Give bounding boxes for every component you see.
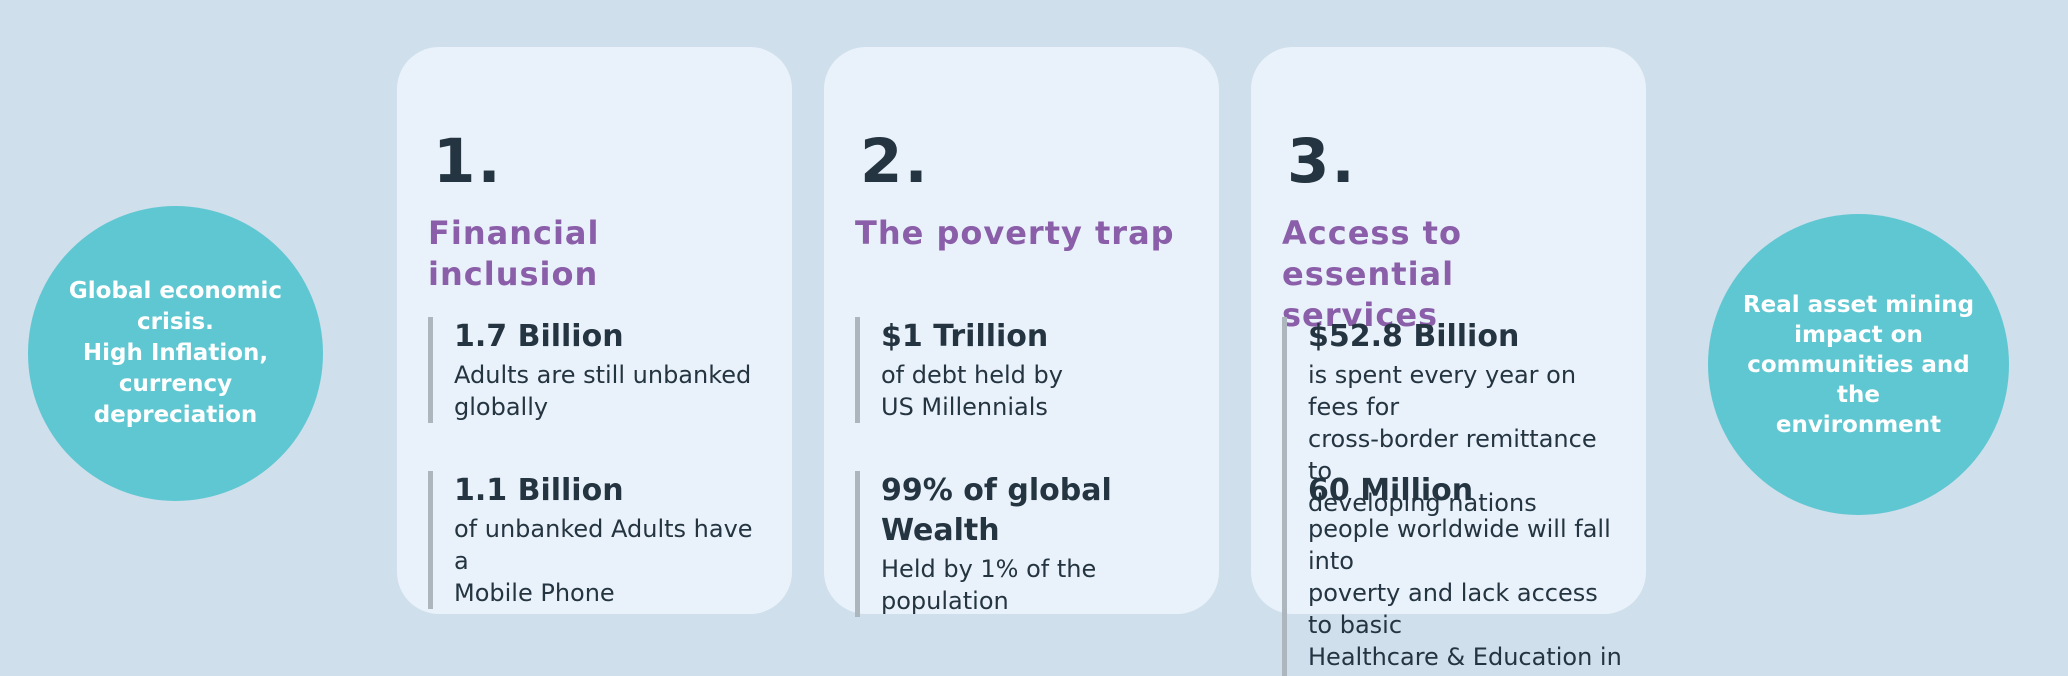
- card-number: 2.: [860, 126, 930, 197]
- card-number: 1.: [433, 126, 503, 197]
- stat-description: of debt held by US Millennials: [881, 361, 1063, 421]
- stat-block: 60 Million people worldwide will fall in…: [1282, 471, 1628, 676]
- right-circle-text: Real asset mining impact on communities …: [1742, 291, 1975, 438]
- card-number: 3.: [1287, 126, 1357, 197]
- stat-block: $1 Trillion of debt held by US Millennia…: [855, 317, 1201, 423]
- card-financial-inclusion: 1. Financial inclusion 1.7 Billion Adult…: [397, 47, 792, 614]
- stat-value: 1.1 Billion: [454, 473, 624, 508]
- card-access-essential-services: 3. Access to essential services $52.8 Bi…: [1251, 47, 1646, 676]
- left-circle-global-crisis: Global economic crisis. High Inflation, …: [28, 206, 323, 501]
- stat-description: of unbanked Adults have a Mobile Phone: [454, 515, 753, 607]
- stat-value: $1 Trillion: [881, 319, 1049, 354]
- card-title: Financial inclusion: [428, 214, 600, 293]
- stat-description: is spent every year on fees for cross-bo…: [1308, 361, 1597, 517]
- right-circle-mining-impact: Real asset mining impact on communities …: [1708, 214, 2009, 515]
- stat-block: 1.1 Billion of unbanked Adults have a Mo…: [428, 471, 774, 609]
- stat-value: 1.7 Billion: [454, 319, 624, 354]
- card-title: The poverty trap: [855, 214, 1175, 252]
- stat-description: Adults are still unbanked globally: [454, 361, 752, 421]
- stat-block: 99% of global Wealth Held by 1% of the p…: [855, 471, 1201, 617]
- card-poverty-trap: 2. The poverty trap $1 Trillion of debt …: [824, 47, 1219, 617]
- card-title: Access to essential services: [1282, 214, 1462, 334]
- stat-value: 60 Million: [1308, 473, 1474, 508]
- stat-description: people worldwide will fall into poverty …: [1308, 515, 1622, 676]
- stat-description: Held by 1% of the population: [881, 555, 1097, 615]
- stat-value: 99% of global Wealth: [881, 473, 1112, 548]
- stat-value: $52.8 Billion: [1308, 319, 1520, 354]
- stat-block: 1.7 Billion Adults are still unbanked gl…: [428, 317, 774, 423]
- stat-block: $52.8 Billion is spent every year on fee…: [1282, 317, 1628, 519]
- left-circle-text: Global economic crisis. High Inflation, …: [68, 278, 283, 428]
